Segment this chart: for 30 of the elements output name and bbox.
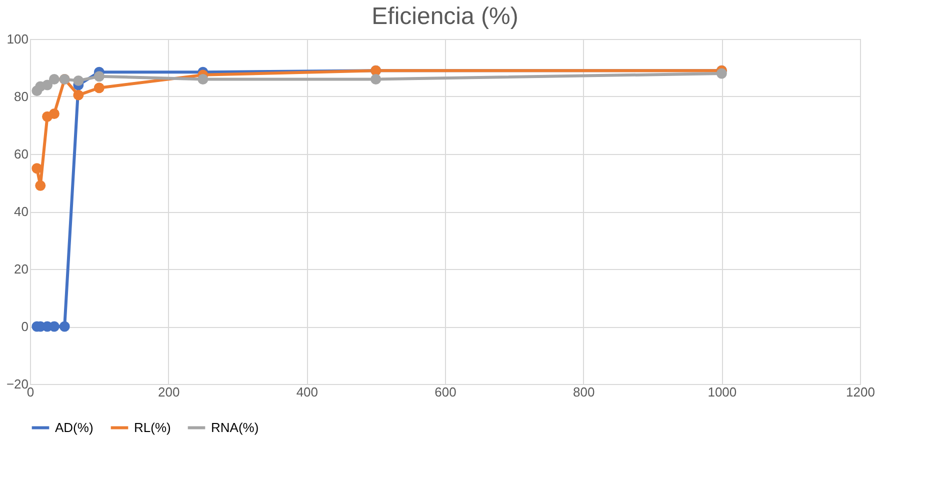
y-tick-label: 60 <box>14 146 28 162</box>
point <box>73 75 84 86</box>
x-tick-label: 1000 <box>708 384 737 400</box>
chart-title: Eficiencia (%) <box>372 3 518 30</box>
y-tick-label: 20 <box>14 262 28 276</box>
point <box>35 180 46 191</box>
point <box>48 108 60 119</box>
point <box>716 68 727 79</box>
legend-label: AD(%) <box>55 420 94 435</box>
legend-label: RNA(%) <box>211 420 259 435</box>
x-tick-label: 200 <box>158 384 180 400</box>
y-tick-label: 80 <box>14 89 28 104</box>
x-tick-label: 600 <box>434 384 456 400</box>
y-tick-label: 40 <box>14 204 28 219</box>
x-tick-label: 1200 <box>846 384 875 400</box>
point <box>48 74 60 84</box>
y-tick-label: −20 <box>6 376 28 392</box>
point <box>32 163 42 174</box>
x-tick-label: 400 <box>296 384 318 400</box>
y-tick-label: 100 <box>6 32 28 46</box>
point <box>94 71 104 82</box>
legend-label: RL(%) <box>134 420 171 435</box>
point <box>198 74 208 84</box>
point <box>59 321 70 332</box>
point <box>42 80 53 90</box>
point <box>73 90 84 100</box>
y-tick-label: 0 <box>21 319 28 334</box>
point <box>370 74 382 84</box>
point <box>94 82 104 94</box>
x-tick-label: 800 <box>572 384 595 400</box>
